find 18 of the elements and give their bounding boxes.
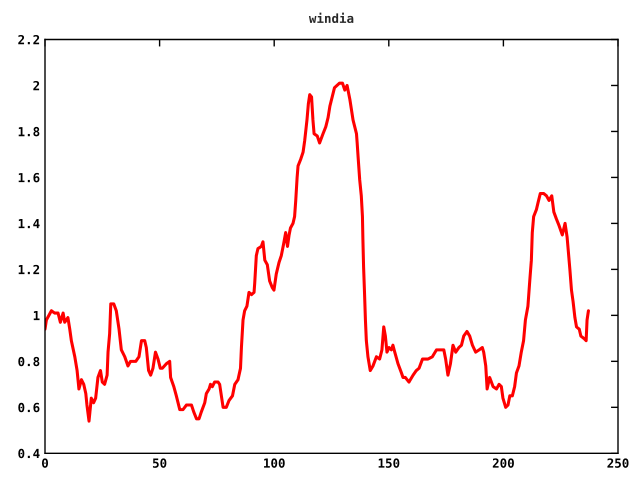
x-tick-label: 250 bbox=[607, 458, 629, 468]
y-tick-label: 0.8 bbox=[18, 356, 40, 366]
x-tick-label: 0 bbox=[42, 458, 48, 468]
x-tick-label: 50 bbox=[152, 458, 166, 468]
x-tick-label: 150 bbox=[378, 458, 400, 468]
chart-title: windia bbox=[308, 12, 354, 24]
x-tick-label: 200 bbox=[492, 458, 514, 468]
y-tick-label: 2.2 bbox=[18, 34, 40, 44]
y-tick-label: 1.4 bbox=[18, 219, 40, 228]
y-tick-label: 1 bbox=[34, 311, 40, 320]
y-tick-label: 0.6 bbox=[18, 402, 40, 412]
y-tick-label: 2 bbox=[33, 80, 40, 90]
y-tick-label: 0.4 bbox=[18, 448, 40, 458]
y-tick-label: 1.2 bbox=[18, 264, 40, 274]
y-tick-label: 1.6 bbox=[18, 172, 40, 182]
y-tick-label: 1.8 bbox=[18, 126, 40, 136]
line-series bbox=[45, 82, 590, 423]
x-tick-label: 100 bbox=[264, 458, 285, 468]
